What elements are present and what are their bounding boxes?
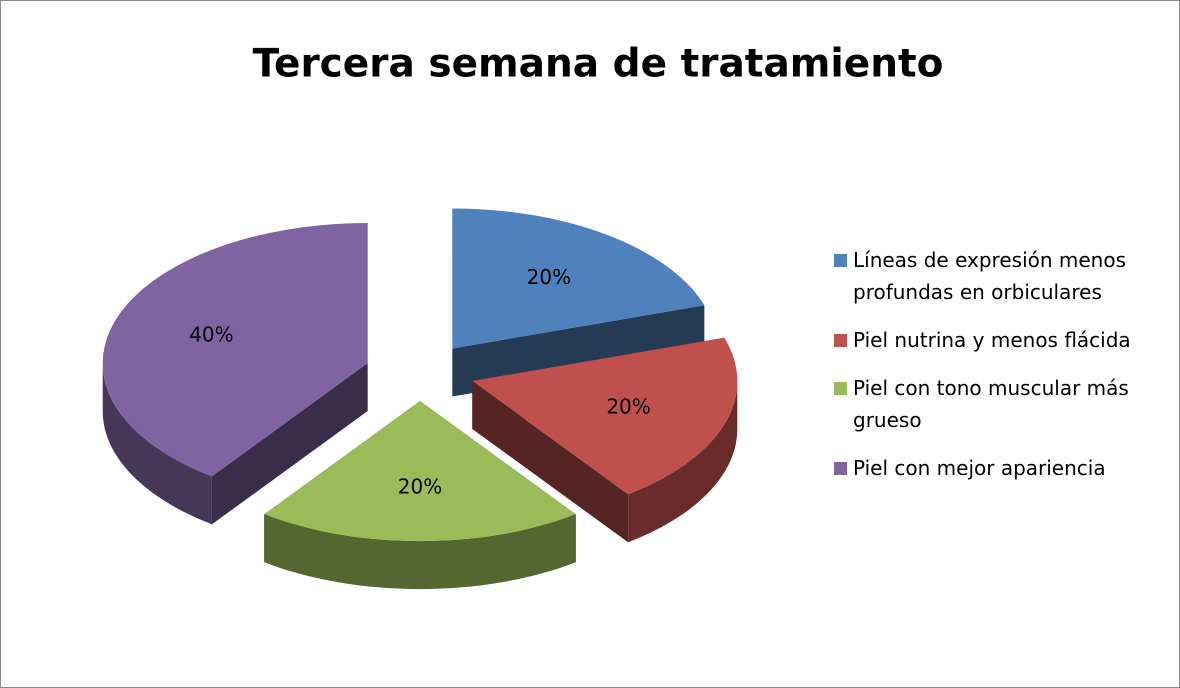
data-label: 40% xyxy=(189,323,233,347)
legend-item: Piel con tono muscular más grueso xyxy=(834,372,1174,436)
legend-swatch xyxy=(834,462,847,475)
slice-side-wall xyxy=(211,363,368,525)
data-label: 20% xyxy=(398,474,442,498)
legend-swatch xyxy=(834,254,847,267)
legend-swatch xyxy=(834,382,847,395)
pie-slice xyxy=(472,337,738,495)
legend-item: Líneas de expresión menos profundas en o… xyxy=(834,244,1174,308)
legend-label: Piel con mejor apariencia xyxy=(853,456,1106,480)
legend: Líneas de expresión menos profundas en o… xyxy=(834,244,1174,500)
data-label: 20% xyxy=(527,265,571,289)
slice xyxy=(264,401,576,590)
legend-item: Piel nutrina y menos flácida xyxy=(834,324,1174,356)
legend-label: Piel con tono muscular más grueso xyxy=(853,376,1129,432)
legend-label: Piel nutrina y menos flácida xyxy=(853,328,1131,352)
pie-slice xyxy=(452,208,705,349)
data-label: 20% xyxy=(606,394,650,418)
pie: 20% 20% 20% 40% xyxy=(102,208,738,590)
slice xyxy=(472,337,738,543)
legend-label: Líneas de expresión menos profundas en o… xyxy=(853,248,1127,304)
chart-title: Tercera semana de tratamiento xyxy=(253,42,944,87)
legend-item: Piel con mejor apariencia xyxy=(834,452,1174,484)
slice xyxy=(102,223,368,525)
legend-swatch xyxy=(834,334,847,347)
slice-outer-wall xyxy=(264,514,576,590)
slice-side-wall xyxy=(472,380,629,543)
slice-outer-wall xyxy=(102,363,212,525)
pie-slice xyxy=(102,223,368,477)
slice-outer-wall xyxy=(628,381,738,543)
pie-slice xyxy=(264,401,576,542)
